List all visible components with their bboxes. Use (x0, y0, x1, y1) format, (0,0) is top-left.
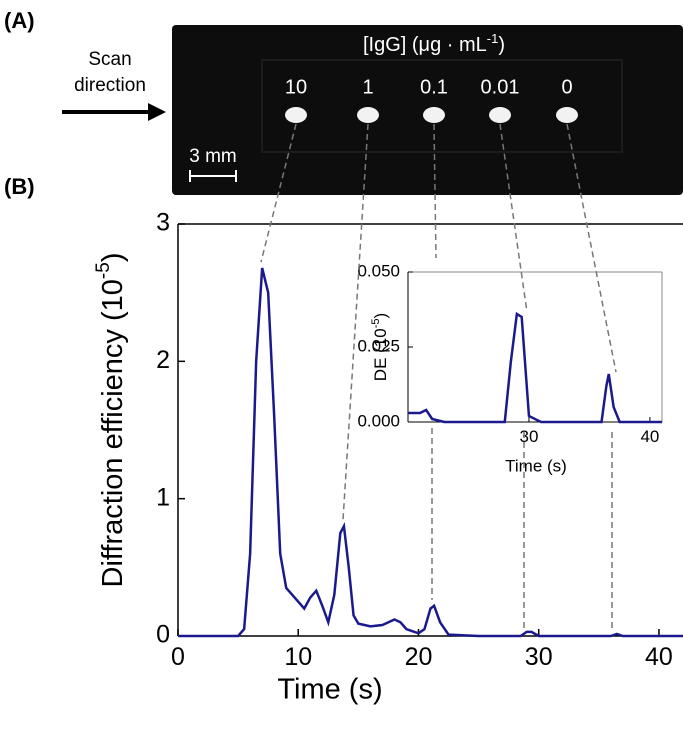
title-part: ) (97, 253, 129, 263)
x-tick-label: 10 (284, 643, 312, 671)
scale-label: 3 mm (189, 146, 237, 167)
y-tick-label: 0.000 (357, 411, 400, 430)
title-exponent: -5 (93, 262, 114, 279)
concentration-label: 10 (285, 76, 307, 98)
y-axis-title: Diffraction efficiency (10-5) (93, 253, 129, 588)
x-tick-label: 30 (525, 643, 553, 671)
x-tick-label: 30 (519, 427, 538, 446)
data-line (408, 311, 662, 424)
y-tick-label: 0 (156, 621, 170, 649)
concentration-label: 0.01 (481, 76, 520, 98)
x-tick-label: 0 (171, 643, 185, 671)
scan-label: direction (74, 75, 146, 96)
y-tick-label: 0.050 (357, 261, 400, 280)
x-axis-title: Time (s) (277, 674, 382, 706)
title-exponent: -5 (370, 318, 382, 328)
concentration-label: 0 (561, 76, 572, 98)
spot (423, 107, 445, 123)
panel-label: (A) (4, 8, 35, 33)
connector (342, 123, 369, 521)
inset-y-axis-title: DE (10-5) (370, 313, 391, 381)
connector (566, 123, 617, 373)
y-tick-label: 0.025 (357, 336, 400, 355)
x-tick-label: 40 (645, 643, 673, 671)
connector (433, 123, 437, 259)
data-line (178, 267, 683, 638)
title-part: DE (10 (371, 328, 390, 381)
title-part: Diffraction efficiency (10 (97, 279, 129, 587)
scan-label: Scan (88, 49, 131, 70)
concentration-label: 0.1 (420, 76, 448, 98)
spot (357, 107, 379, 123)
y-tick-label: 3 (156, 209, 170, 237)
x-tick-label: 40 (640, 427, 659, 446)
title-part: [IgG] (μg · mL (363, 34, 487, 56)
concentration-title: [IgG] (μg · mL-1) (363, 31, 505, 56)
y-tick-label: 2 (156, 346, 170, 374)
scan-arrow-head (148, 103, 166, 121)
y-tick-label: 1 (156, 483, 170, 511)
title-part: ) (498, 34, 505, 56)
spot (556, 107, 578, 123)
inset-x-axis-title: Time (s) (505, 456, 567, 475)
connector (260, 123, 297, 263)
x-tick-label: 20 (405, 643, 433, 671)
title-exponent: -1 (487, 31, 499, 46)
concentration-label: 1 (362, 76, 373, 98)
spot (489, 107, 511, 123)
panel-label: (B) (4, 174, 35, 199)
connector (499, 123, 528, 313)
inset-background (408, 272, 662, 422)
chip-window (261, 59, 623, 153)
spot (285, 107, 307, 123)
title-part: ) (371, 313, 390, 319)
